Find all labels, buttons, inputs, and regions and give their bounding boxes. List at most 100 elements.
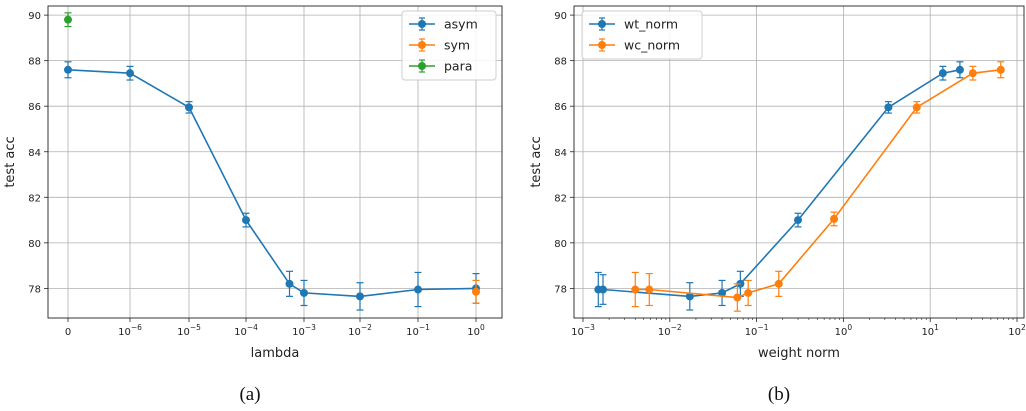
axes-frame bbox=[47, 5, 503, 319]
data-point bbox=[718, 288, 727, 297]
legend-box bbox=[401, 10, 497, 81]
y-tick-label: 86 bbox=[28, 102, 41, 113]
data-point bbox=[733, 293, 742, 302]
y-tick-label: 90 bbox=[28, 11, 41, 22]
data-point bbox=[599, 285, 608, 294]
data-point bbox=[955, 65, 964, 74]
x-tick-exponent: −2 bbox=[671, 323, 682, 332]
data-point bbox=[968, 69, 977, 78]
y-tick-label: 88 bbox=[554, 57, 567, 68]
legend-marker bbox=[598, 20, 606, 28]
data-point bbox=[414, 285, 422, 294]
x-tick-base: 10 bbox=[118, 327, 131, 338]
data-point bbox=[912, 103, 921, 112]
x-tick-label: 10−2 bbox=[348, 323, 372, 338]
x-tick-base: 10 bbox=[658, 327, 671, 338]
panel-caption: (a) bbox=[239, 384, 260, 405]
legend-marker bbox=[418, 62, 426, 70]
y-axis-label: test acc bbox=[529, 136, 544, 187]
axes-frame bbox=[573, 5, 1025, 319]
data-point bbox=[300, 288, 308, 297]
y-tick-label: 82 bbox=[554, 193, 567, 204]
legend-marker bbox=[418, 20, 426, 28]
panel-caption: (b) bbox=[768, 384, 790, 405]
data-point bbox=[685, 292, 694, 301]
data-point bbox=[645, 285, 654, 294]
x-tick-exponent: −1 bbox=[757, 323, 768, 332]
data-point bbox=[744, 288, 753, 297]
y-tick-label: 80 bbox=[28, 239, 41, 250]
data-point bbox=[631, 285, 640, 294]
x-tick-base: 10 bbox=[467, 327, 480, 338]
x-tick-base: 10 bbox=[177, 327, 190, 338]
data-point bbox=[996, 65, 1005, 74]
x-tick-label: 10−3 bbox=[571, 323, 595, 338]
x-tick-base: 10 bbox=[1008, 327, 1021, 338]
legend-label: para bbox=[444, 59, 472, 74]
x-tick-label: 10−4 bbox=[234, 323, 258, 338]
x-tick-label: 10−5 bbox=[177, 323, 201, 338]
series-sym bbox=[472, 279, 480, 304]
y-axis-label: test acc bbox=[3, 136, 18, 187]
series-wt_norm bbox=[594, 61, 964, 311]
x-tick-exponent: −3 bbox=[584, 323, 595, 332]
x-tick-exponent: −2 bbox=[361, 323, 372, 332]
data-point bbox=[285, 279, 294, 288]
x-tick-base: 10 bbox=[835, 327, 848, 338]
x-tick-base: 10 bbox=[571, 327, 584, 338]
legend-label: asym bbox=[444, 17, 478, 32]
chart-panel-a: 0 10−6 10−5 10−4 10−3 10−2 10−1 100788082848688… bbox=[3, 5, 503, 405]
x-tick-label: 100 bbox=[467, 323, 485, 338]
x-tick-exponent: −6 bbox=[131, 323, 142, 332]
series-wc_norm bbox=[631, 61, 1005, 312]
data-point bbox=[126, 69, 134, 78]
y-tick-label: 86 bbox=[554, 102, 567, 113]
data-point bbox=[356, 292, 364, 301]
x-tick-label: 100 bbox=[835, 323, 853, 338]
legend-label: wt_norm bbox=[624, 17, 678, 32]
x-tick-exponent: 2 bbox=[1021, 323, 1026, 332]
data-point bbox=[64, 65, 72, 74]
data-point bbox=[472, 287, 480, 296]
data-point bbox=[938, 69, 947, 78]
x-tick-exponent: −5 bbox=[190, 323, 201, 332]
legend-marker bbox=[598, 41, 606, 49]
x-tick-base: 10 bbox=[745, 327, 758, 338]
legend-label: sym bbox=[444, 38, 470, 53]
y-tick-label: 84 bbox=[28, 148, 41, 159]
x-tick-exponent: 1 bbox=[934, 323, 939, 332]
y-tick-label: 80 bbox=[554, 239, 567, 250]
legend-label: wc_norm bbox=[624, 38, 680, 53]
x-axis-label: lambda bbox=[251, 346, 300, 361]
y-tick-label: 82 bbox=[28, 193, 41, 204]
x-tick-label: 10−1 bbox=[406, 323, 430, 338]
x-tick-label: 102 bbox=[1008, 323, 1026, 338]
x-tick-exponent: −4 bbox=[247, 323, 258, 332]
x-tick-label: 0 bbox=[65, 327, 71, 338]
x-tick-base: 10 bbox=[406, 327, 419, 338]
x-tick-label: 10−1 bbox=[745, 323, 769, 338]
series-para bbox=[64, 12, 72, 28]
legend: asym sym para bbox=[401, 10, 497, 81]
data-point bbox=[774, 279, 783, 288]
x-tick-base: 10 bbox=[348, 327, 361, 338]
y-tick-label: 84 bbox=[554, 148, 567, 159]
x-tick-label: 10−2 bbox=[658, 323, 682, 338]
x-tick-label: 101 bbox=[921, 323, 939, 338]
legend: wt_norm wc_norm bbox=[581, 10, 703, 60]
x-tick-exponent: −3 bbox=[305, 323, 316, 332]
x-tick-exponent: 0 bbox=[480, 323, 485, 332]
data-point bbox=[185, 103, 193, 112]
x-tick-exponent: −1 bbox=[419, 323, 430, 332]
legend-marker bbox=[418, 41, 426, 49]
y-tick-label: 88 bbox=[28, 57, 41, 68]
x-tick-base: 10 bbox=[921, 327, 934, 338]
legend-box bbox=[581, 10, 703, 60]
y-tick-label: 78 bbox=[554, 284, 567, 295]
x-tick-base: 10 bbox=[234, 327, 247, 338]
x-tick-base: 10 bbox=[292, 327, 305, 338]
y-tick-label: 78 bbox=[28, 284, 41, 295]
x-axis-label: weight norm bbox=[758, 346, 840, 361]
data-point bbox=[242, 216, 250, 225]
